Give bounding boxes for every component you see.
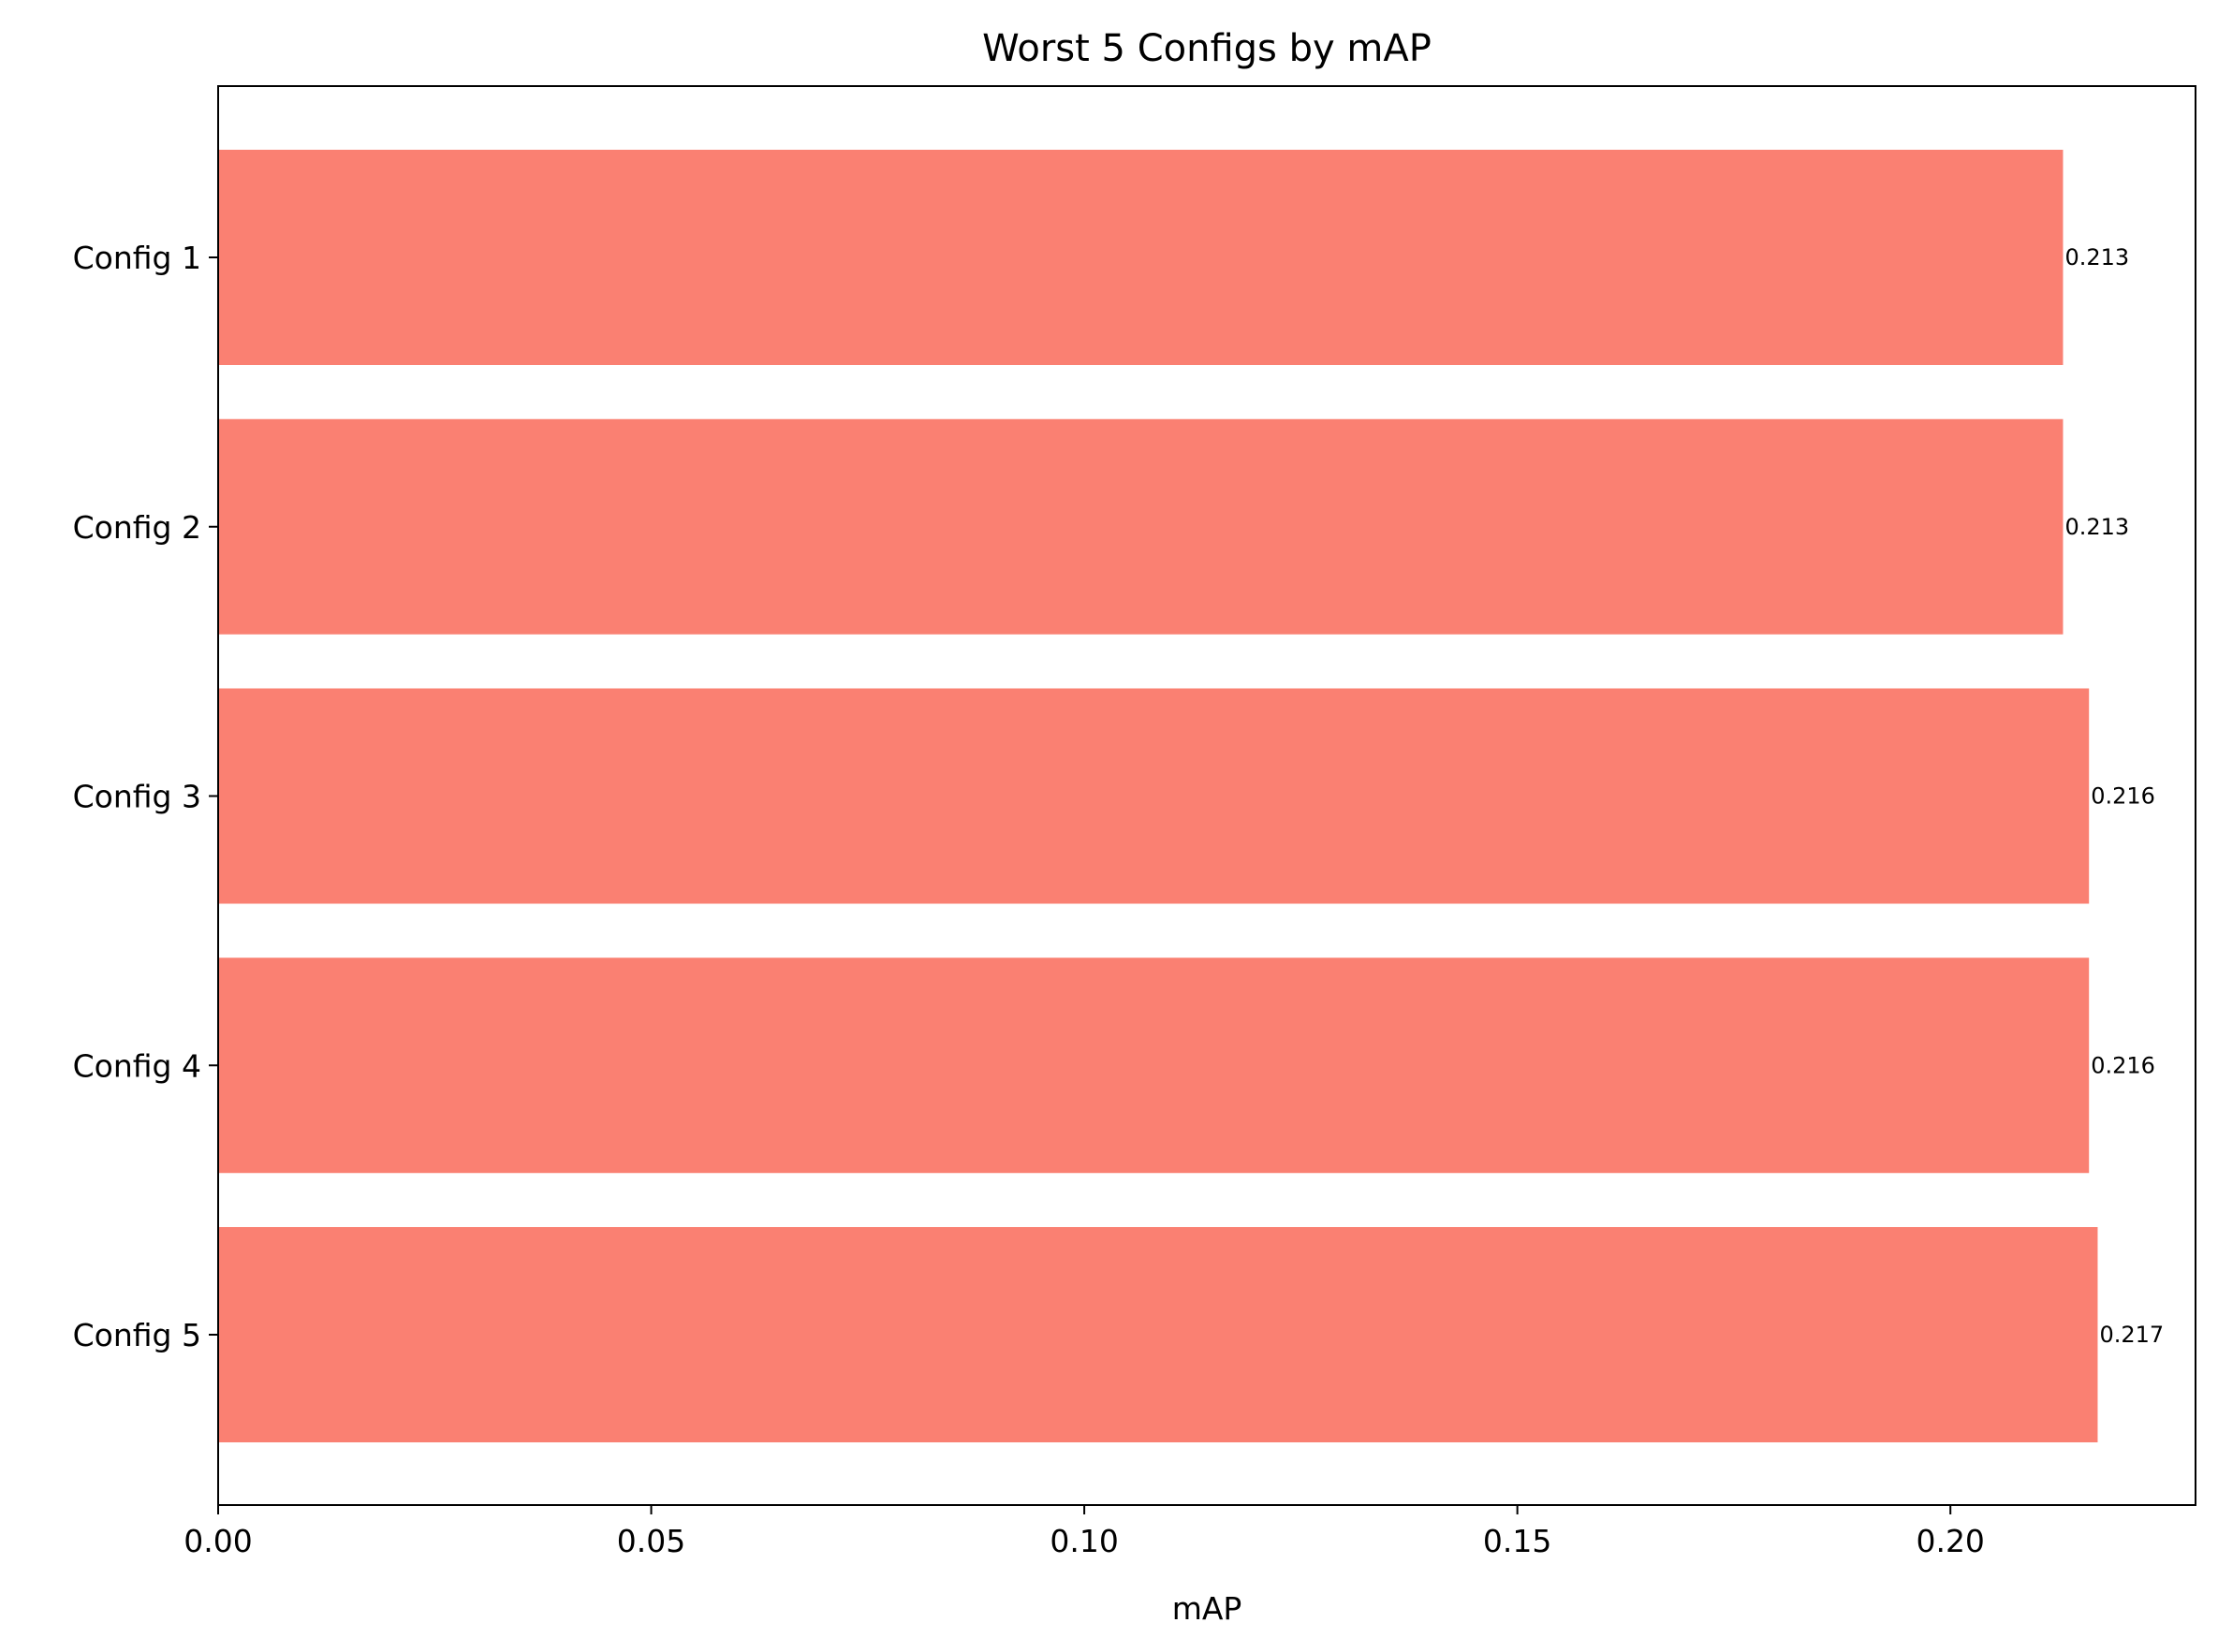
bar-5 — [218, 1227, 2098, 1442]
bar-4 — [218, 958, 2090, 1174]
bar-value-labels: 0.213 0.213 0.216 0.216 0.217 — [2064, 244, 2164, 1348]
plot-frame — [217, 85, 2196, 1506]
y-tick-label: Config 2 — [73, 509, 201, 546]
bar-1 — [218, 150, 2064, 365]
x-tick-label: 0.20 — [1916, 1523, 1984, 1559]
bar-3 — [218, 688, 2090, 904]
bar-value-label: 0.216 — [2091, 783, 2155, 810]
y-axis: Config 1 Config 2 Config 3 Config 4 Config 5 — [73, 240, 218, 1353]
bar-2 — [218, 418, 2064, 635]
x-axis-title: mAP — [1172, 1590, 1242, 1627]
bars-layer — [218, 150, 2098, 1442]
bar-value-label: 0.217 — [2099, 1322, 2164, 1348]
y-tick-label: Config 5 — [73, 1317, 201, 1353]
x-tick-label: 0.15 — [1483, 1523, 1551, 1559]
x-tick-label: 0.05 — [617, 1523, 685, 1559]
bar-value-label: 0.216 — [2091, 1052, 2155, 1078]
x-tick-label: 0.10 — [1050, 1523, 1118, 1559]
x-tick-label: 0.00 — [184, 1523, 252, 1559]
bar-value-label: 0.213 — [2064, 514, 2129, 540]
x-axis: 0.00 0.05 0.10 0.15 0.20 — [184, 1505, 1985, 1559]
y-tick-label: Config 1 — [73, 240, 201, 276]
y-tick-label: Config 3 — [73, 779, 201, 815]
y-tick-label: Config 4 — [73, 1047, 201, 1084]
bar-value-label: 0.213 — [2064, 244, 2129, 270]
chart-title: Worst 5 Configs by mAP — [982, 27, 1432, 70]
